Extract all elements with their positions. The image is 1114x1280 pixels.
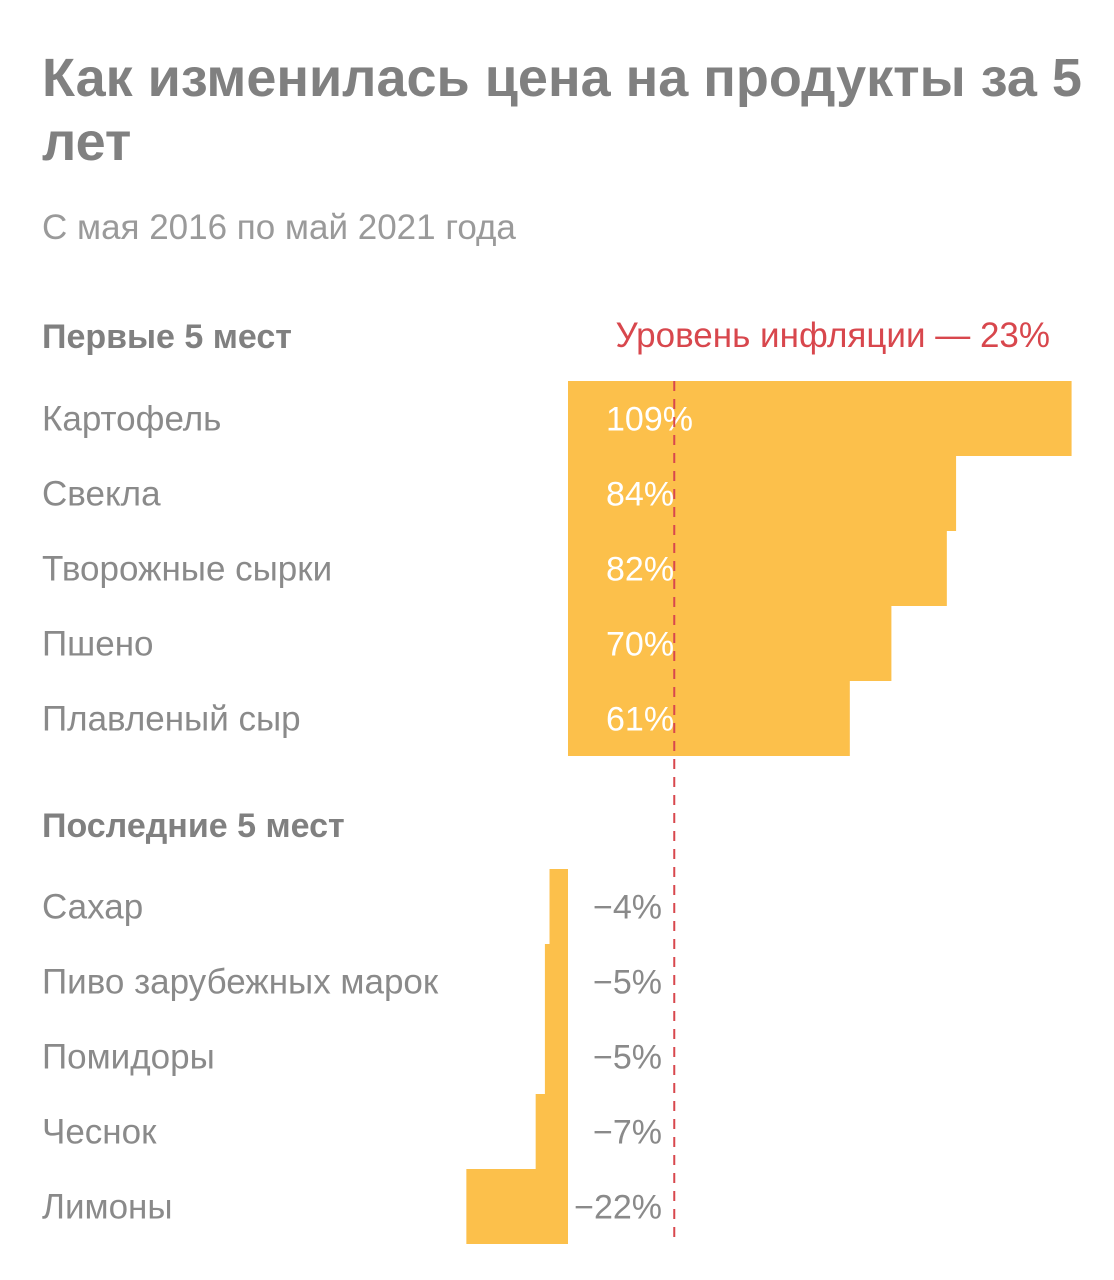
category-label: Свекла xyxy=(42,475,161,514)
data-label: 61% xyxy=(606,701,674,739)
data-label: −4% xyxy=(593,889,662,927)
data-label: −5% xyxy=(593,1039,662,1077)
bar-bottom-5 xyxy=(466,1169,568,1244)
chart-subtitle: С мая 2016 по май 2021 года xyxy=(42,208,516,247)
bar-top-4 xyxy=(568,606,892,681)
data-label: −5% xyxy=(593,964,662,1002)
section-heading: Последние 5 мест xyxy=(42,807,345,845)
category-label: Плавленый сыр xyxy=(42,700,301,739)
category-label: Творожные сырки xyxy=(42,550,332,589)
data-label: 70% xyxy=(606,626,674,664)
category-label: Пшено xyxy=(42,625,154,664)
category-label: Чеснок xyxy=(42,1113,157,1152)
category-label: Помидоры xyxy=(42,1038,215,1077)
data-label: −7% xyxy=(593,1114,662,1152)
bar-top-5 xyxy=(568,681,850,756)
bar-bottom-2 xyxy=(544,944,568,1019)
inflation-reference-label: Уровень инфляции — 23% xyxy=(616,316,1050,355)
category-label: Пиво зарубежных марок xyxy=(42,963,439,1002)
data-label: 82% xyxy=(606,551,674,589)
category-label: Сахар xyxy=(42,888,143,927)
bar-top-1 xyxy=(568,381,1072,456)
category-label: Лимоны xyxy=(42,1188,173,1227)
bar-bottom-1 xyxy=(549,869,568,944)
bar-top-3 xyxy=(568,531,947,606)
bar-bottom-3 xyxy=(544,1019,568,1094)
category-label: Картофель xyxy=(42,400,221,439)
bar-top-2 xyxy=(568,456,957,531)
bar-bottom-4 xyxy=(535,1094,568,1169)
section-heading: Первые 5 мест xyxy=(42,318,292,356)
data-label: 84% xyxy=(606,476,674,514)
data-label: −22% xyxy=(574,1189,662,1227)
data-label: 109% xyxy=(606,401,693,439)
chart-title: Как изменилась цена на продукты за 5 лет xyxy=(42,48,1082,172)
